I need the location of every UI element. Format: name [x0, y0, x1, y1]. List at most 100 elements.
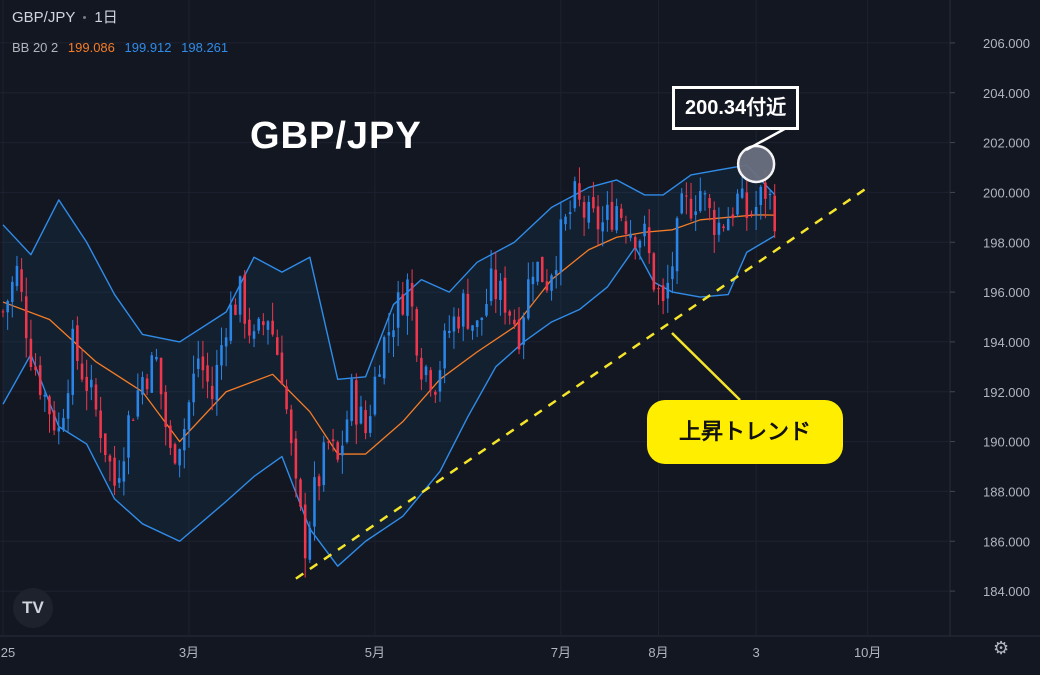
candle-body	[457, 316, 460, 329]
trend-callout-connector	[671, 332, 741, 401]
price-tick-label: 186.000	[983, 534, 1030, 549]
price-tick-label: 194.000	[983, 335, 1030, 350]
candle-body	[499, 280, 502, 301]
tradingview-logo[interactable]: TV	[13, 588, 53, 628]
candle-body	[164, 391, 167, 427]
candle-body	[675, 218, 679, 272]
candle-body	[238, 276, 242, 315]
price-tick-label: 190.000	[983, 435, 1030, 450]
candle-body	[6, 300, 9, 313]
candle-body	[703, 193, 707, 195]
candle-body	[303, 504, 307, 559]
candle-body	[536, 261, 539, 282]
candle-body	[722, 226, 725, 229]
indicator-name: BB 20 2	[12, 40, 59, 55]
candle-body	[661, 285, 665, 302]
candle-body	[178, 449, 181, 466]
candle-body	[308, 527, 312, 560]
candle-body	[643, 223, 646, 237]
candle-body	[633, 237, 637, 248]
candle-body	[336, 442, 339, 460]
bb-basis-value: 199.086	[67, 40, 115, 55]
candle-body	[62, 417, 65, 431]
candle-body	[322, 442, 326, 486]
highlight-circle	[736, 144, 776, 184]
candle-body	[764, 182, 767, 199]
candle-body	[689, 198, 693, 219]
candle-body	[527, 279, 530, 319]
candle-body	[215, 364, 219, 401]
candle-body	[103, 433, 107, 456]
candle-body	[754, 206, 758, 215]
indicator-legend[interactable]: BB 20 2 199.086 199.912 198.261	[12, 40, 234, 55]
candle-body	[694, 211, 697, 216]
interval-label[interactable]: 1日	[94, 9, 118, 26]
candle-body	[183, 429, 186, 451]
candle-body	[652, 253, 656, 290]
candle-body	[712, 209, 716, 235]
candle-body	[517, 319, 521, 350]
candle-body	[243, 274, 247, 324]
candle-body	[396, 292, 400, 328]
candle-body	[52, 410, 56, 431]
gear-icon[interactable]: ⚙	[993, 638, 1010, 658]
candle-body	[220, 345, 223, 366]
candle-body	[229, 304, 233, 341]
candle-body	[271, 320, 274, 335]
candle-body	[596, 206, 600, 230]
candle-body	[554, 270, 558, 275]
candle-body	[210, 385, 214, 400]
price-tick-label: 188.000	[983, 484, 1030, 499]
price-tick-label: 202.000	[983, 136, 1030, 151]
candle-body	[680, 193, 684, 214]
bb-lower-value: 198.261	[181, 40, 229, 55]
price-tick-label: 192.000	[983, 385, 1030, 400]
candle-body	[578, 183, 581, 200]
candle-body	[480, 317, 484, 320]
candle-body	[610, 201, 614, 230]
candle-body	[443, 330, 446, 369]
trend-line	[295, 186, 869, 580]
candle-body	[434, 391, 437, 395]
candle-body	[90, 379, 93, 388]
candle-body	[378, 374, 381, 377]
candle-body	[503, 277, 507, 313]
candle-body	[57, 427, 61, 432]
candle-body	[726, 218, 730, 231]
candle-body	[257, 318, 260, 331]
candle-body	[373, 376, 377, 415]
candle-body	[155, 356, 158, 360]
price-tick-label: 206.000	[983, 36, 1030, 51]
candle-body	[108, 455, 112, 462]
candle-body	[345, 419, 349, 442]
chart-header: GBP/JPY 1日	[12, 6, 118, 27]
candle-body	[11, 281, 14, 302]
candle-body	[145, 378, 149, 390]
time-tick-label: 3	[752, 645, 759, 660]
candle-body	[169, 425, 172, 448]
price-tick-label: 196.000	[983, 285, 1030, 300]
price-tick-label: 198.000	[983, 235, 1030, 250]
price-tick-label: 204.000	[983, 86, 1030, 101]
candle-body	[66, 393, 70, 419]
candle-body	[522, 317, 525, 345]
candle-body	[289, 409, 293, 444]
candle-body	[475, 320, 479, 328]
candle-body	[415, 309, 419, 356]
candle-body	[341, 445, 344, 456]
bollinger-band-fill	[3, 165, 775, 567]
time-tick-label: 5月	[365, 645, 385, 660]
candle-body	[592, 197, 595, 209]
candle-body	[350, 378, 353, 422]
candle-body	[708, 198, 711, 209]
candle-body	[48, 396, 51, 415]
candle-body	[587, 201, 591, 223]
symbol-label[interactable]: GBP/JPY	[12, 9, 76, 26]
candle-body	[466, 293, 470, 329]
candle-body	[550, 275, 553, 291]
candle-body	[513, 319, 516, 325]
candle-body	[71, 328, 75, 395]
candle-body	[666, 282, 670, 299]
